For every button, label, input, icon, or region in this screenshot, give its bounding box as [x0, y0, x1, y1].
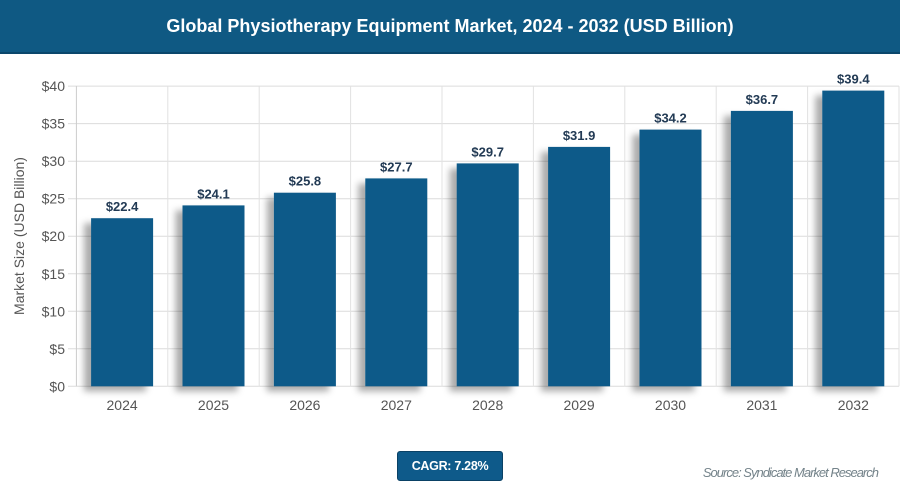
svg-text:2024: 2024 [107, 397, 138, 413]
svg-text:$25: $25 [42, 191, 66, 207]
svg-text:$0: $0 [49, 378, 65, 394]
svg-text:2030: 2030 [655, 397, 686, 413]
svg-text:$39.4: $39.4 [837, 72, 870, 87]
svg-text:$20: $20 [42, 228, 66, 244]
svg-text:Market Size (USD Billion): Market Size (USD Billion) [11, 157, 27, 315]
svg-text:2029: 2029 [564, 397, 595, 413]
svg-text:$15: $15 [42, 266, 66, 282]
svg-text:$10: $10 [42, 303, 66, 319]
svg-text:$22.4: $22.4 [106, 199, 139, 214]
svg-text:$24.1: $24.1 [197, 186, 230, 201]
svg-text:2028: 2028 [472, 397, 503, 413]
svg-text:2027: 2027 [381, 397, 412, 413]
svg-text:$36.7: $36.7 [746, 92, 779, 107]
svg-text:2032: 2032 [838, 397, 869, 413]
svg-text:$31.9: $31.9 [563, 128, 596, 143]
svg-text:$5: $5 [49, 341, 65, 357]
svg-text:$30: $30 [42, 153, 66, 169]
svg-text:$40: $40 [42, 78, 66, 94]
svg-text:$25.8: $25.8 [289, 174, 322, 189]
svg-text:$34.2: $34.2 [654, 111, 687, 126]
svg-text:2025: 2025 [198, 397, 229, 413]
svg-text:$35: $35 [42, 116, 66, 132]
svg-text:2026: 2026 [289, 397, 320, 413]
svg-text:2031: 2031 [746, 397, 777, 413]
svg-text:$27.7: $27.7 [380, 159, 413, 174]
svg-text:$29.7: $29.7 [471, 144, 504, 159]
